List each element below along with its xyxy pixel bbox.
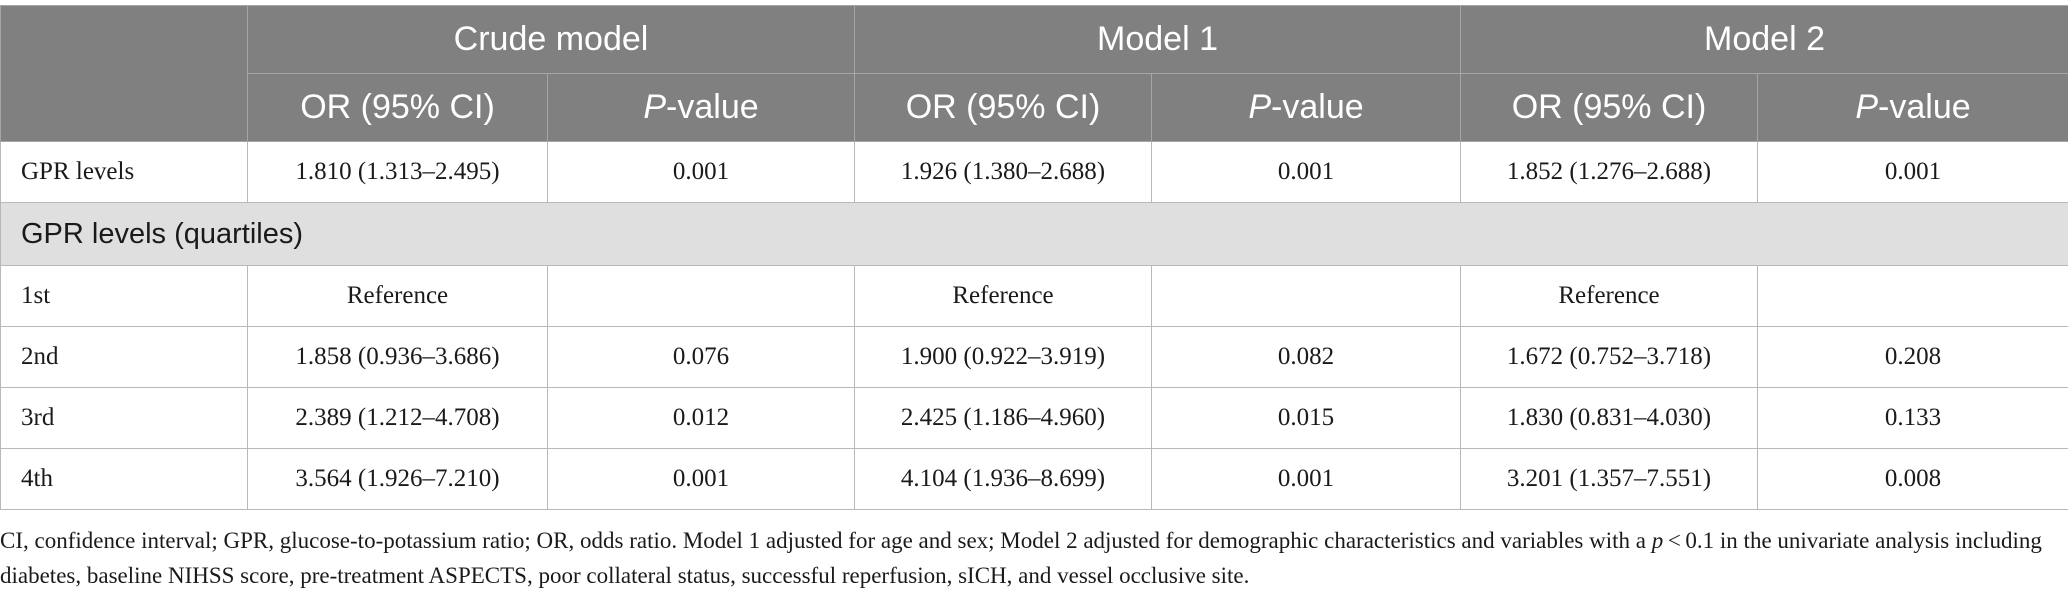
table-cell	[547, 265, 855, 327]
row-label: 2nd	[0, 326, 248, 388]
table-cell: 4.104 (1.936–8.699)	[854, 448, 1152, 510]
table-cell	[1151, 265, 1461, 327]
p-italic: P	[1855, 88, 1879, 126]
table-row-4th: 4th 3.564 (1.926–7.210) 0.001 4.104 (1.9…	[0, 448, 2068, 510]
table-cell: Reference	[854, 265, 1152, 327]
table-cell: 0.001	[1151, 141, 1461, 203]
table-body: GPR levels 1.810 (1.313–2.495) 0.001 1.9…	[0, 141, 2068, 510]
table-cell: 1.926 (1.380–2.688)	[854, 141, 1152, 203]
model-header-model-2: Model 2	[1460, 5, 2068, 74]
or-ci-header: OR (95% CI)	[1460, 73, 1758, 142]
table-cell: 0.082	[1151, 326, 1461, 388]
table-cell: 3.564 (1.926–7.210)	[247, 448, 548, 510]
or-ci-header: OR (95% CI)	[854, 73, 1152, 142]
results-table-container: Crude model Model 1 Model 2 OR (95% CI) …	[0, 5, 2068, 510]
subheader-row: OR (95% CI) P-value OR (95% CI) P-value …	[1, 73, 2068, 142]
row-label: GPR levels	[0, 141, 248, 203]
footnote-text-1: CI, confidence interval; GPR, glucose-to…	[0, 528, 1652, 553]
section-label: GPR levels (quartiles)	[0, 202, 2068, 266]
table-row-2nd: 2nd 1.858 (0.936–3.686) 0.076 1.900 (0.9…	[0, 326, 2068, 388]
table-cell: 0.012	[547, 387, 855, 449]
table-cell: 2.425 (1.186–4.960)	[854, 387, 1152, 449]
table-cell: 0.133	[1757, 387, 2068, 449]
p-suffix: -value	[1271, 88, 1364, 126]
table-cell: Reference	[1460, 265, 1758, 327]
table-cell: 1.672 (0.752–3.718)	[1460, 326, 1758, 388]
row-label: 3rd	[0, 387, 248, 449]
section-row-quartiles: GPR levels (quartiles)	[0, 202, 2068, 266]
table-header: Crude model Model 1 Model 2 OR (95% CI) …	[0, 5, 2068, 142]
footnote-text-2: < 0.1 in the univariate analysis includi…	[0, 528, 2042, 588]
table-cell: Reference	[247, 265, 548, 327]
p-suffix: -value	[1878, 88, 1971, 126]
footnote-p-italic: p	[1651, 528, 1664, 553]
p-value-header: P-value	[1757, 73, 2068, 142]
table-cell: 0.076	[547, 326, 855, 388]
table-cell: 0.001	[1757, 141, 2068, 203]
p-italic: P	[643, 88, 667, 126]
model-header-crude: Crude model	[247, 5, 855, 74]
table-cell: 1.900 (0.922–3.919)	[854, 326, 1152, 388]
p-suffix: -value	[666, 88, 759, 126]
results-table: Crude model Model 1 Model 2 OR (95% CI) …	[0, 5, 2068, 510]
table-cell	[1757, 265, 2068, 327]
row-label: 1st	[0, 265, 248, 327]
table-cell: 2.389 (1.212–4.708)	[247, 387, 548, 449]
blank-corner-cell	[0, 5, 248, 142]
table-row-3rd: 3rd 2.389 (1.212–4.708) 0.012 2.425 (1.1…	[0, 387, 2068, 449]
table-row-gpr-levels: GPR levels 1.810 (1.313–2.495) 0.001 1.9…	[0, 141, 2068, 203]
model-header-model-1: Model 1	[854, 5, 1461, 74]
model-header-row: Crude model Model 1 Model 2	[0, 5, 2068, 142]
table-footnote: CI, confidence interval; GPR, glucose-to…	[0, 523, 2060, 593]
table-cell: 0.001	[547, 448, 855, 510]
table-cell: 0.001	[547, 141, 855, 203]
table-row-1st: 1st Reference Reference Reference	[0, 265, 2068, 327]
table-cell: 0.208	[1757, 326, 2068, 388]
table-cell: 3.201 (1.357–7.551)	[1460, 448, 1758, 510]
table-cell: 0.015	[1151, 387, 1461, 449]
p-value-header: P-value	[547, 73, 855, 142]
table-cell: 0.001	[1151, 448, 1461, 510]
table-cell: 1.830 (0.831–4.030)	[1460, 387, 1758, 449]
or-ci-header: OR (95% CI)	[247, 73, 548, 142]
p-italic: P	[1248, 88, 1272, 126]
table-cell: 1.852 (1.276–2.688)	[1460, 141, 1758, 203]
row-label: 4th	[0, 448, 248, 510]
table-cell: 0.008	[1757, 448, 2068, 510]
p-value-header: P-value	[1151, 73, 1461, 142]
table-cell: 1.858 (0.936–3.686)	[247, 326, 548, 388]
table-cell: 1.810 (1.313–2.495)	[247, 141, 548, 203]
